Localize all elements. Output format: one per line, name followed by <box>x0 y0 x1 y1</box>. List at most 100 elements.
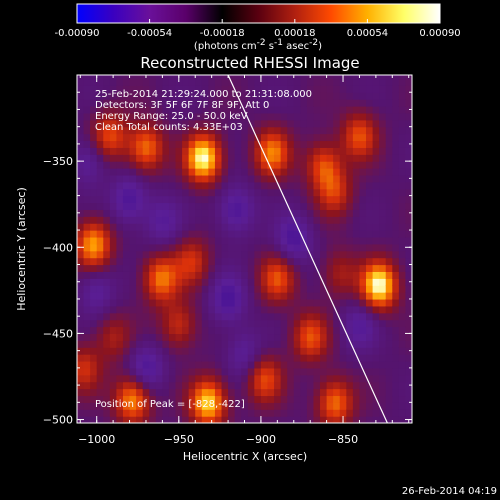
heatmap-cell <box>228 92 236 100</box>
heatmap-cell <box>385 119 393 128</box>
heatmap-cell <box>214 333 223 341</box>
heatmap-cell <box>155 75 163 80</box>
heatmap-cell <box>379 92 387 100</box>
heatmap-cell <box>405 360 412 369</box>
heatmap-cell <box>136 99 144 107</box>
heatmap-cell <box>122 216 131 224</box>
heatmap-cell <box>142 374 150 383</box>
heatmap-cell <box>175 360 183 369</box>
heatmap-cell <box>392 99 400 107</box>
heatmap-cell <box>90 119 98 128</box>
heatmap-cell <box>90 402 98 410</box>
heatmap-cell <box>379 99 387 107</box>
heatmap-cell <box>254 305 262 314</box>
heatmap-cell <box>339 395 347 403</box>
heatmap-cell <box>109 354 118 362</box>
heatmap-cell <box>320 168 328 176</box>
heatmap-cell <box>83 395 91 403</box>
heatmap-cell <box>320 402 328 410</box>
heatmap-cell <box>221 395 229 403</box>
heatmap-cell <box>228 312 236 321</box>
heatmap-cell <box>280 147 288 155</box>
heatmap-cell <box>175 312 183 321</box>
heatmap-cell <box>208 106 216 114</box>
heatmap-cell <box>77 195 85 204</box>
heatmap-cell <box>366 264 374 272</box>
heatmap-cell <box>228 416 236 423</box>
heatmap-cell <box>182 75 190 80</box>
heatmap-cell <box>162 264 170 272</box>
heatmap-cell <box>352 360 361 369</box>
heatmap-cell <box>182 278 190 286</box>
heatmap-cell <box>366 326 374 335</box>
heatmap-cell <box>77 374 85 383</box>
heatmap-cell <box>83 236 91 245</box>
heatmap-cell <box>320 250 328 259</box>
heatmap-cell <box>287 298 295 307</box>
heatmap-cell <box>136 388 144 397</box>
heatmap-cell <box>366 195 374 204</box>
heatmap-cell <box>201 209 209 217</box>
heatmap-cell <box>77 292 85 300</box>
heatmap-cell <box>77 223 85 231</box>
heatmap-cell <box>392 181 400 190</box>
heatmap-cell <box>195 78 203 86</box>
heatmap-cell <box>201 202 209 210</box>
heatmap-cell <box>392 112 400 121</box>
heatmap-cell <box>83 85 91 93</box>
heatmap-cell <box>142 319 150 328</box>
heatmap-cell <box>188 140 196 148</box>
heatmap-cell <box>201 230 209 238</box>
heatmap-cell <box>214 188 223 197</box>
heatmap-cell <box>366 292 374 300</box>
heatmap-cell <box>195 181 203 190</box>
heatmap-cell <box>339 202 347 210</box>
heatmap-cell <box>247 140 255 148</box>
heatmap-cell <box>241 85 249 93</box>
heatmap-cell <box>260 381 269 390</box>
heatmap-cell <box>247 381 255 390</box>
heatmap-cell <box>109 326 118 335</box>
heatmap-cell <box>333 347 341 355</box>
heatmap-cell <box>372 223 380 231</box>
heatmap-cell <box>234 181 242 190</box>
heatmap-cell <box>129 360 137 369</box>
heatmap-cell <box>90 133 98 142</box>
heatmap-cell <box>129 168 137 176</box>
heatmap-cell <box>392 133 400 142</box>
heatmap-cell <box>287 78 295 86</box>
heatmap-cell <box>83 333 91 341</box>
heatmap-cell <box>142 168 150 176</box>
heatmap-cell <box>188 340 196 348</box>
heatmap-cell <box>122 99 131 107</box>
heatmap-cell <box>136 292 144 300</box>
heatmap-cell <box>129 174 137 183</box>
heatmap-cell <box>372 374 380 383</box>
heatmap-cell <box>385 126 393 135</box>
heatmap-cell <box>254 381 262 390</box>
heatmap-cell <box>182 78 190 86</box>
heatmap-cell <box>287 333 295 341</box>
heatmap-cell <box>254 395 262 403</box>
heatmap-cell <box>155 305 163 314</box>
heatmap-cell <box>83 78 91 86</box>
heatmap-cell <box>385 174 393 183</box>
heatmap-cell <box>313 174 321 183</box>
heatmap-cell <box>77 271 85 279</box>
heatmap-cell <box>96 140 104 148</box>
heatmap-cell <box>175 374 183 383</box>
heatmap-cell <box>333 174 341 183</box>
heatmap-cell <box>333 298 341 307</box>
heatmap-cell <box>208 374 216 383</box>
heatmap-cell <box>333 340 341 348</box>
heatmap-cell <box>221 195 229 204</box>
heatmap-cell <box>398 112 407 121</box>
heatmap-cell <box>379 236 387 245</box>
heatmap-cell <box>122 161 131 169</box>
heatmap-cell <box>214 243 223 252</box>
heatmap-cell <box>306 188 315 197</box>
heatmap-cell <box>136 75 144 80</box>
heatmap-cell <box>155 416 163 423</box>
colorbar-tick-label: -0.00054 <box>127 28 172 39</box>
heatmap-cell <box>228 168 236 176</box>
